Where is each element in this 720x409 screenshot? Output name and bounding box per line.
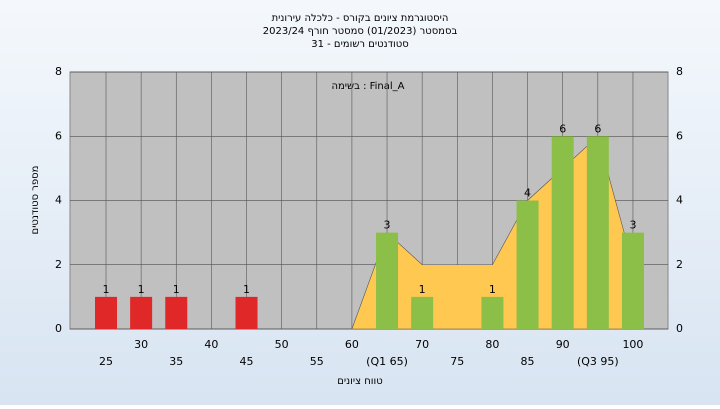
x-tick-label: 70 <box>415 338 429 351</box>
annotation: בשימה : Final_A <box>331 81 404 92</box>
bar <box>586 136 609 329</box>
bar <box>376 232 399 329</box>
data-label: 1 <box>138 283 145 296</box>
bar <box>235 296 258 329</box>
x-axis-label: טווח ציונים <box>337 376 382 387</box>
y-tick-label: 8 <box>55 65 62 78</box>
y-tick-label: 6 <box>55 129 62 142</box>
data-label: 3 <box>629 219 636 232</box>
x-tick-label: (Q3 95) <box>577 355 619 368</box>
data-label: 6 <box>594 122 601 135</box>
x-tick-label: 85 <box>521 355 535 368</box>
x-tick-label: 90 <box>556 338 570 351</box>
bar <box>551 136 574 329</box>
y-tick-label: 6 <box>676 129 683 142</box>
y-tick-label: 0 <box>55 322 62 335</box>
x-tick-label: 35 <box>169 355 183 368</box>
x-tick-label: 60 <box>345 338 359 351</box>
y-tick-label: 2 <box>676 258 683 271</box>
chart-subtitle: סטודנטים רשומים - 31 <box>311 39 409 50</box>
bar <box>130 296 153 329</box>
x-tick-label: 25 <box>99 355 113 368</box>
y-tick-label: 8 <box>676 65 683 78</box>
data-label: 1 <box>103 283 110 296</box>
x-tick-label: 45 <box>240 355 254 368</box>
x-tick-label: 50 <box>275 338 289 351</box>
x-tick-label: 30 <box>134 338 148 351</box>
x-tick-label: 100 <box>622 338 643 351</box>
bar <box>516 200 539 329</box>
bar <box>165 296 188 329</box>
data-label: 3 <box>384 219 391 232</box>
data-label: 1 <box>489 283 496 296</box>
chart-title: היסטוגרמת ציונים בקורס - כלכלה עירונית <box>272 13 449 24</box>
x-tick-label: 80 <box>485 338 499 351</box>
y-tick-label: 4 <box>55 194 62 207</box>
x-tick-label: 55 <box>310 355 324 368</box>
data-label: 6 <box>559 122 566 135</box>
bar <box>621 232 644 329</box>
data-label: 1 <box>243 283 250 296</box>
data-label: 1 <box>173 283 180 296</box>
x-tick-label: 40 <box>204 338 218 351</box>
data-label: 1 <box>419 283 426 296</box>
data-label: 4 <box>524 187 531 200</box>
y-tick-label: 4 <box>676 194 683 207</box>
bar <box>411 296 434 329</box>
bar <box>95 296 117 329</box>
x-tick-label: 75 <box>450 355 464 368</box>
y-tick-label: 2 <box>55 258 62 271</box>
chart-subtitle: בסמסטר (01/2023) סמסטר חורף 2023/24 <box>263 26 458 37</box>
y-tick-label: 0 <box>676 322 683 335</box>
x-tick-label: (Q1 65) <box>366 355 408 368</box>
y-axis-label: מספר סטודנטים <box>30 166 41 235</box>
bar <box>481 296 504 329</box>
